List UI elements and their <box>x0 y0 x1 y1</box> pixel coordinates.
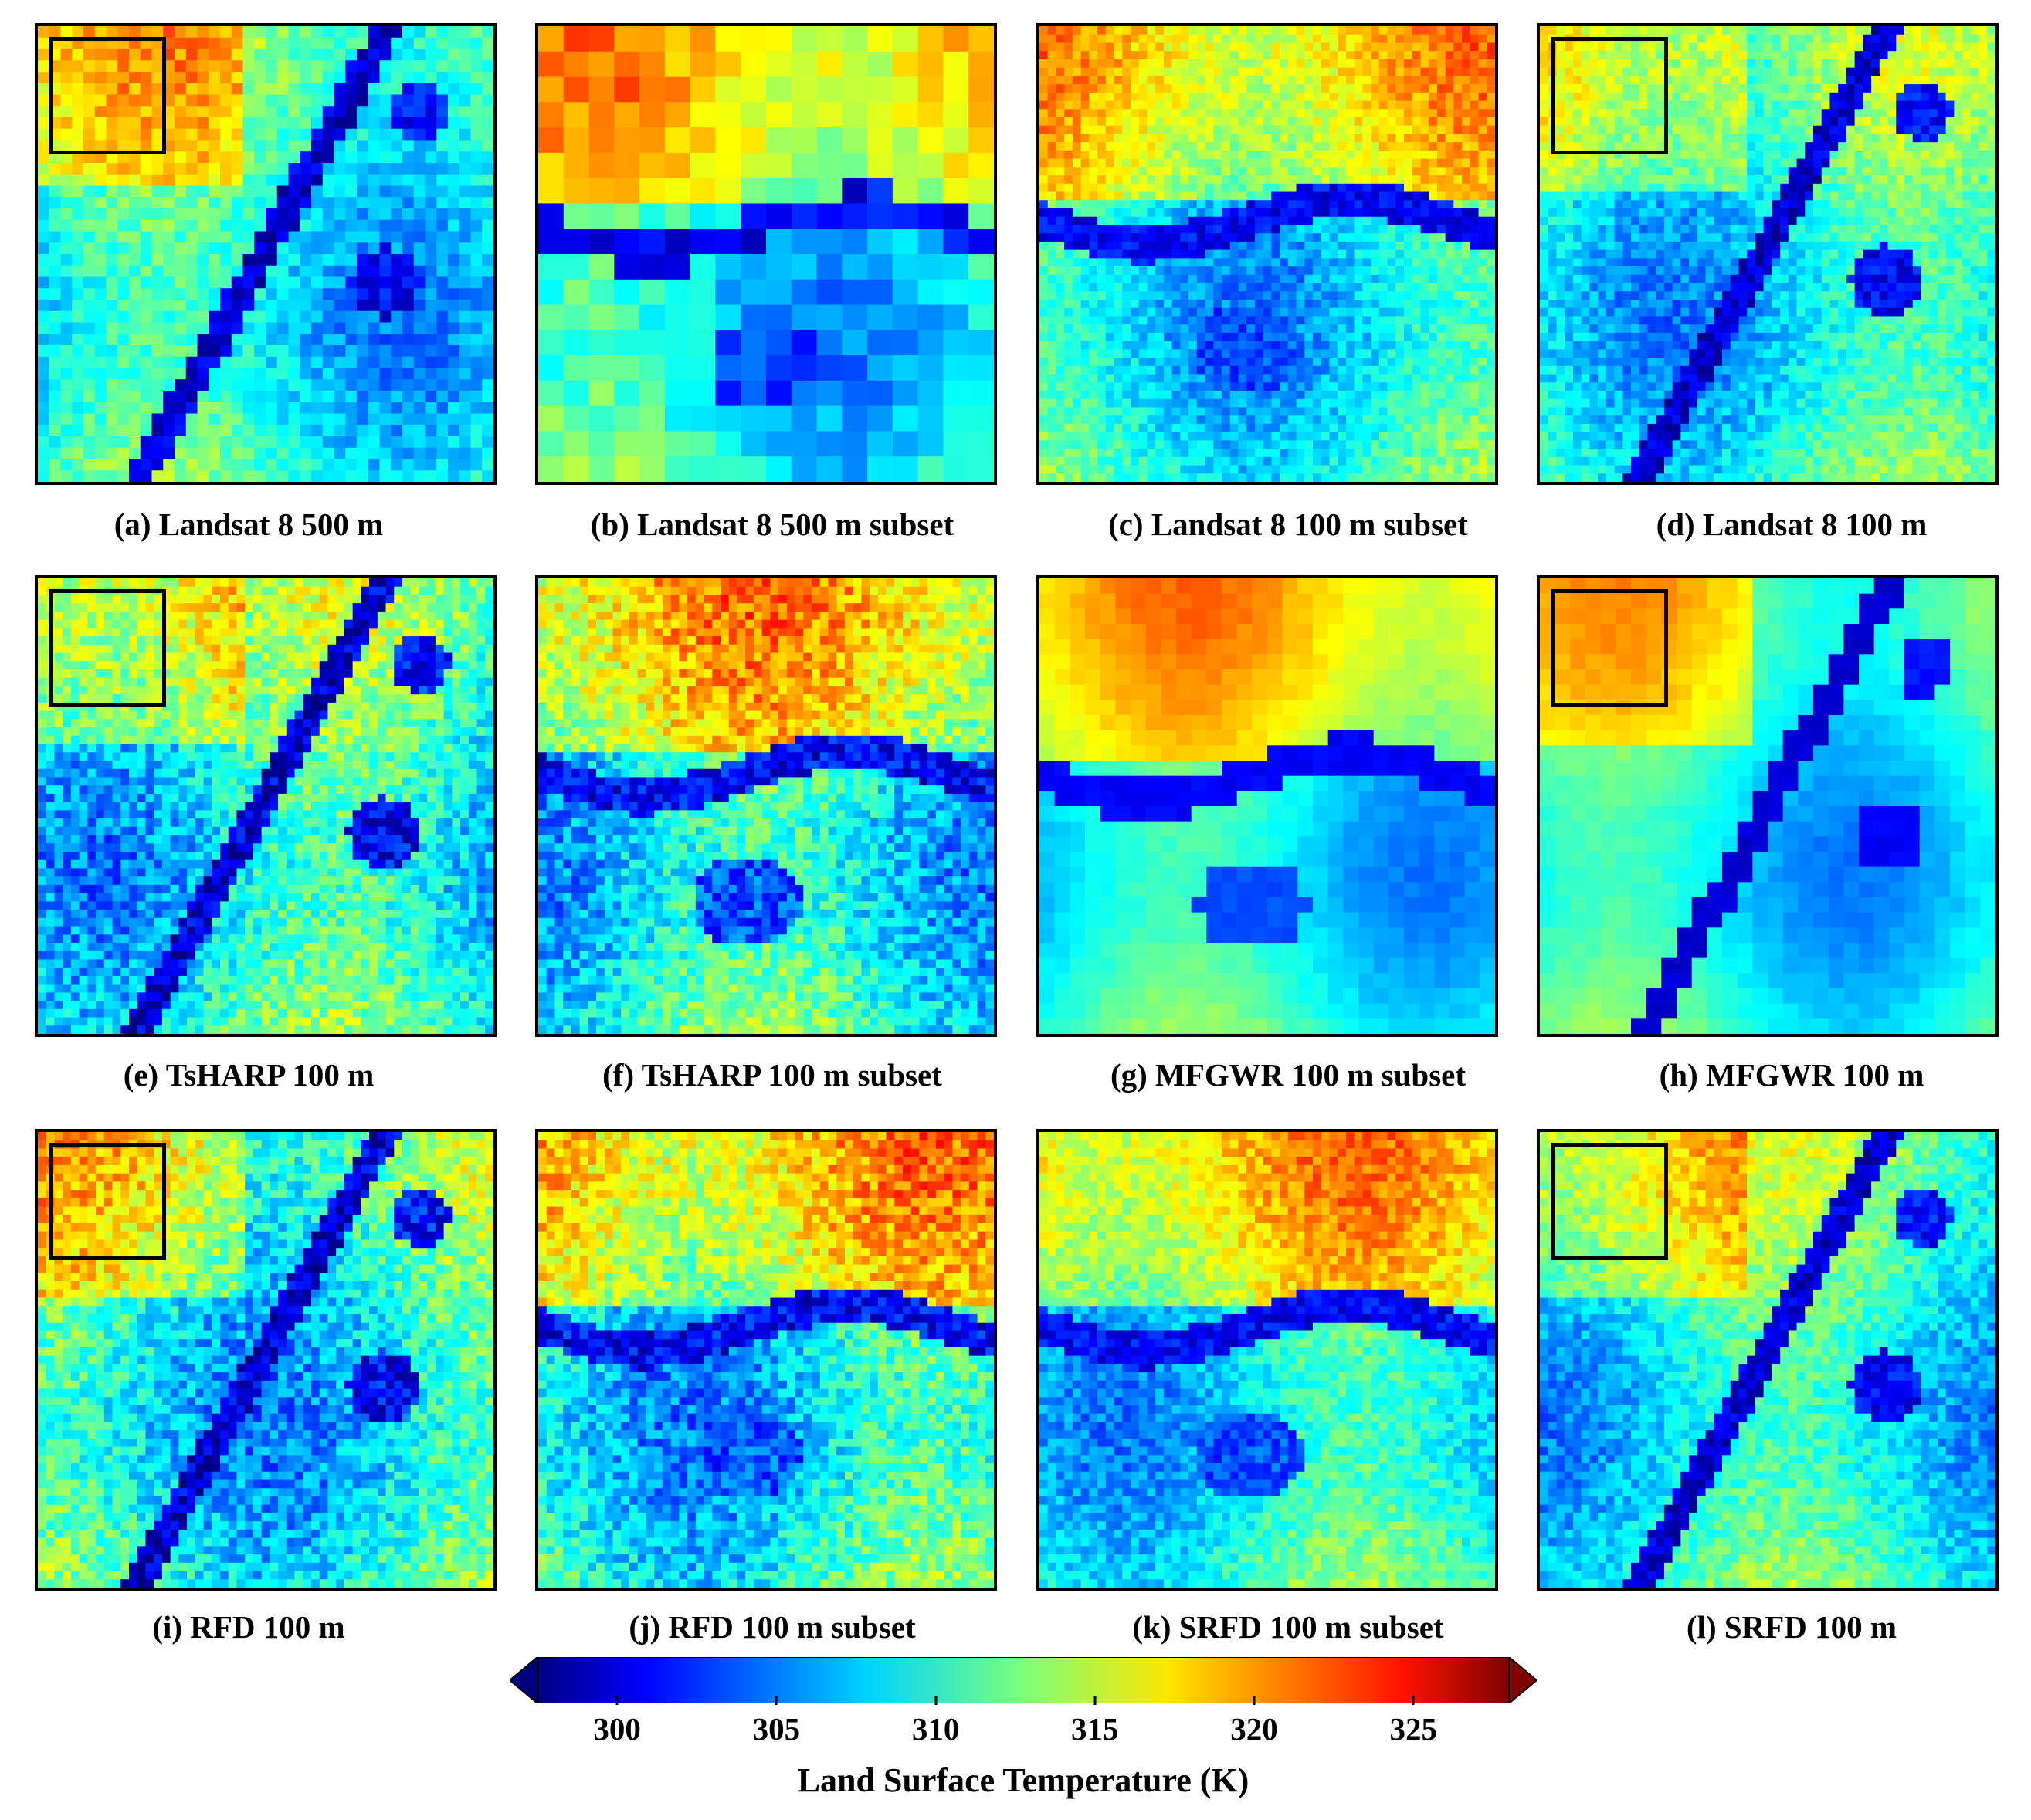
caption-k: (k) SRFD 100 m subset <box>1033 1608 1543 1645</box>
colorbar-tick-mark <box>934 1696 938 1705</box>
colorbar-tick-mark <box>1253 1696 1256 1705</box>
subset-box-d <box>1551 37 1668 154</box>
caption-f: (f) TsHARP 100 m subset <box>517 1056 1027 1093</box>
lst-map-d <box>1540 26 1995 482</box>
colorbar-tick-mark <box>1093 1696 1097 1705</box>
lst-map-e <box>38 578 493 1034</box>
caption-g: (g) MFGWR 100 m subset <box>1033 1056 1543 1093</box>
caption-l: (l) SRFD 100 m <box>1537 1608 2031 1645</box>
caption-e: (e) TsHARP 100 m <box>0 1056 504 1093</box>
colorbar-tick-mark <box>615 1696 619 1705</box>
subset-box-e <box>49 589 166 707</box>
colorbar-tick-label: 305 <box>753 1710 801 1747</box>
lst-map-h <box>1540 578 1995 1034</box>
colorbar-max-extend <box>1508 1657 1537 1703</box>
panel-i <box>35 1129 497 1591</box>
colorbar-tick-label: 310 <box>912 1710 960 1747</box>
panel-b <box>535 23 997 485</box>
colorbar-tick-label: 320 <box>1230 1710 1278 1747</box>
lst-map-g <box>1039 578 1495 1034</box>
colorbar-min-extend <box>510 1657 538 1703</box>
caption-i: (i) RFD 100 m <box>0 1608 504 1645</box>
panel-c <box>1036 23 1498 485</box>
lst-map-j <box>538 1132 994 1588</box>
lst-map-k <box>1039 1132 1495 1588</box>
panel-l <box>1537 1129 1999 1591</box>
lst-map-f <box>538 578 994 1034</box>
panel-g <box>1036 575 1498 1037</box>
panel-a <box>35 23 497 485</box>
panel-e <box>35 575 497 1037</box>
subset-box-l <box>1551 1143 1668 1260</box>
lst-map-a <box>38 26 493 482</box>
caption-b: (b) Landsat 8 500 m subset <box>517 506 1027 543</box>
panel-h <box>1537 575 1999 1037</box>
panel-j <box>535 1129 997 1591</box>
caption-a: (a) Landsat 8 500 m <box>0 506 504 543</box>
panel-f <box>535 575 997 1037</box>
caption-h: (h) MFGWR 100 m <box>1537 1056 2031 1093</box>
panel-k <box>1036 1129 1498 1591</box>
colorbar-tick-mark <box>775 1696 778 1705</box>
colorbar-tick-label: 300 <box>593 1710 641 1747</box>
colorbar-label: Land Surface Temperature (K) <box>0 1761 2031 1800</box>
colorbar-tick-label: 325 <box>1390 1710 1438 1747</box>
subset-box-h <box>1551 589 1668 707</box>
caption-d: (d) Landsat 8 100 m <box>1537 506 2031 543</box>
subset-box-a <box>49 37 166 154</box>
panel-d <box>1537 23 1999 485</box>
lst-map-c <box>1039 26 1495 482</box>
caption-j: (j) RFD 100 m subset <box>517 1608 1027 1645</box>
lst-map-i <box>38 1132 493 1588</box>
colorbar-tick-mark <box>1412 1696 1415 1705</box>
colorbar-tick-label: 315 <box>1071 1710 1119 1747</box>
subset-box-i <box>49 1143 166 1260</box>
caption-c: (c) Landsat 8 100 m subset <box>1033 506 1543 543</box>
lst-map-b <box>538 26 994 482</box>
colorbar-body <box>537 1657 1510 1703</box>
colorbar <box>510 1657 1537 1703</box>
lst-map-l <box>1540 1132 1995 1588</box>
